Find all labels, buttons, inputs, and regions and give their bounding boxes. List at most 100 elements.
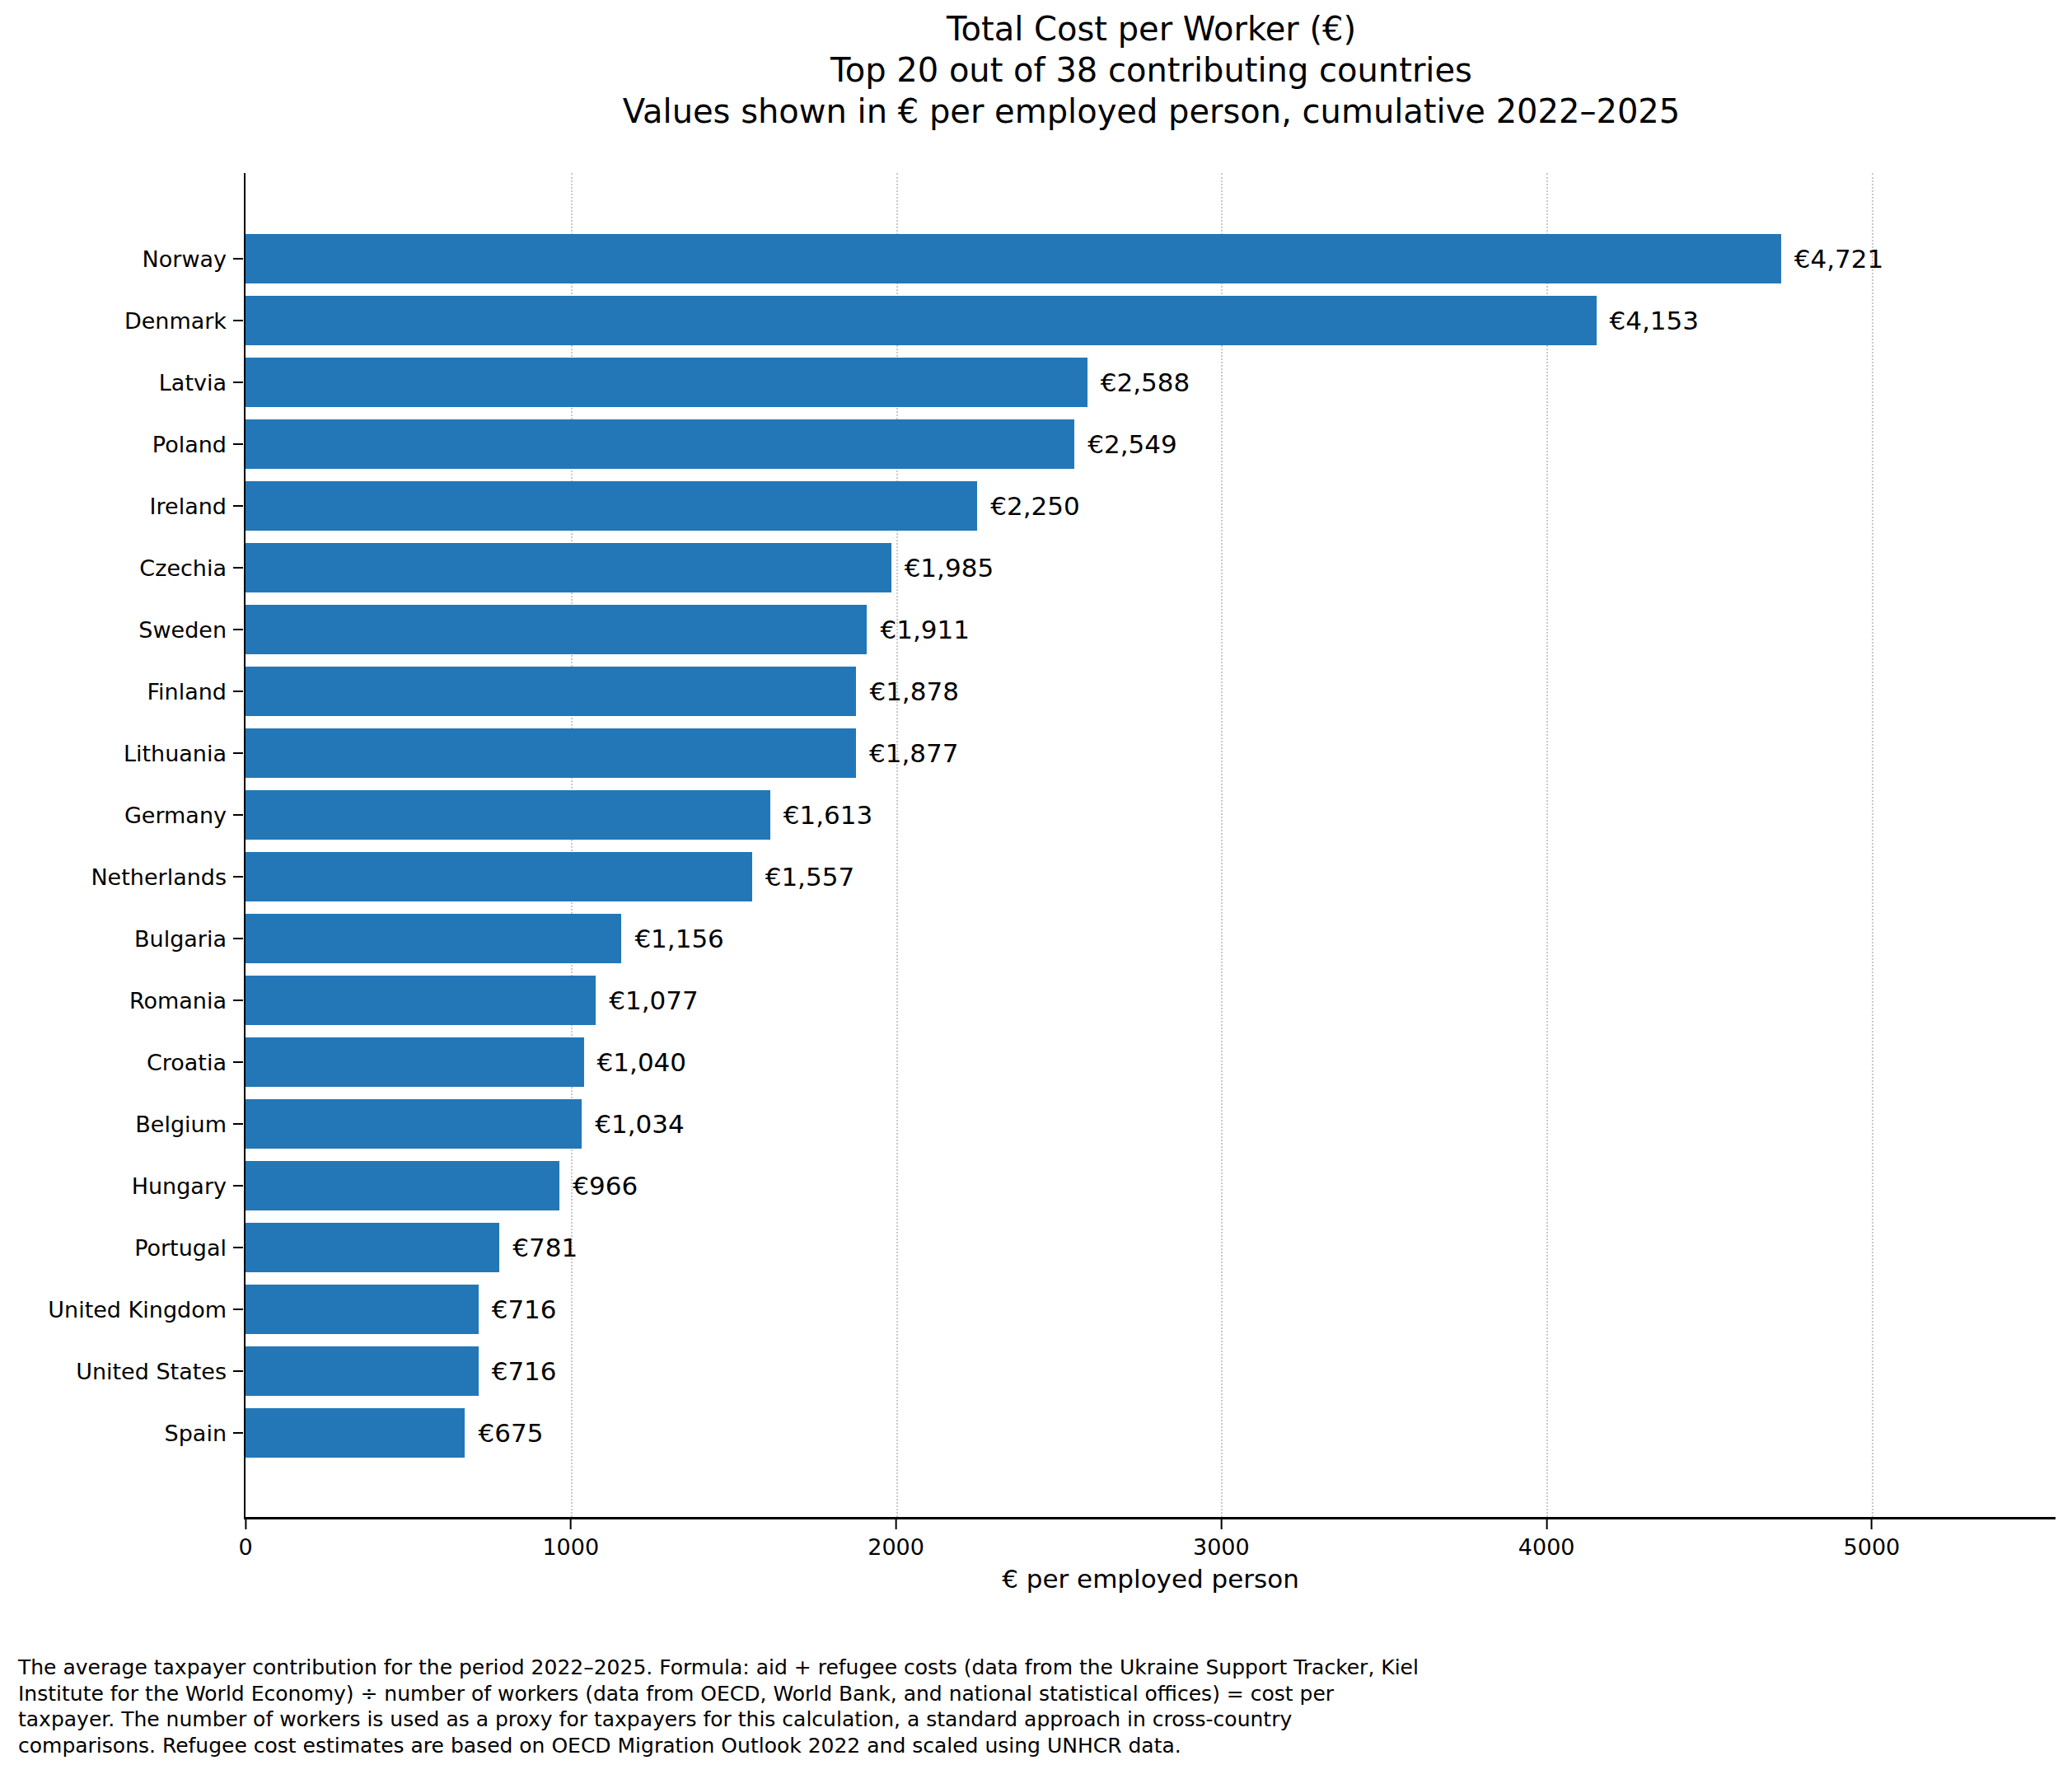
title-line-1: Total Cost per Worker (€) (239, 8, 2064, 49)
bar (246, 234, 1781, 283)
bar (246, 1346, 479, 1396)
bar-row: Sweden €1,911 (246, 598, 2056, 660)
x-tick-mark (896, 1519, 897, 1529)
bar-row: Poland €2,549 (246, 413, 2056, 475)
bar-rows: Norway €4,721 Denmark €4,153 Latvia €2,5… (246, 227, 2056, 1463)
value-label: €1,077 (609, 985, 698, 1015)
x-tick-mark (245, 1519, 246, 1529)
bar (246, 728, 856, 778)
footnote: The average taxpayer contribution for th… (18, 1655, 2047, 1758)
x-tick-label: 0 (238, 1534, 252, 1560)
footnote-line-1: The average taxpayer contribution for th… (18, 1655, 2047, 1681)
x-tick: 2000 (868, 1519, 924, 1560)
plot-area: Norway €4,721 Denmark €4,153 Latvia €2,5… (244, 173, 2056, 1519)
x-tick-label: 3000 (1193, 1534, 1250, 1560)
country-label: Norway (143, 246, 227, 271)
y-tick-mark (233, 629, 243, 630)
bar-row: Romania €1,077 (246, 969, 2056, 1031)
y-tick-mark (233, 1185, 243, 1187)
y-tick-mark (233, 382, 243, 383)
x-tick-label: 2000 (868, 1534, 924, 1560)
value-label: €716 (492, 1356, 557, 1386)
bar (246, 1037, 584, 1087)
value-label: €781 (512, 1233, 578, 1262)
bar-row: Spain €675 (246, 1402, 2056, 1463)
x-tick-mark (1546, 1519, 1547, 1529)
y-tick-mark (233, 814, 243, 816)
footnote-line-4: comparisons. Refugee cost estimates are … (18, 1733, 2047, 1759)
x-tick: 3000 (1193, 1519, 1250, 1560)
footnote-line-2: Institute for the World Economy) ÷ numbe… (18, 1681, 2047, 1707)
title-line-3: Values shown in € per employed person, c… (239, 91, 2064, 132)
value-label: €2,549 (1087, 429, 1176, 459)
x-tick-label: 1000 (542, 1534, 599, 1560)
bar (246, 296, 1597, 345)
y-tick-mark (233, 1309, 243, 1310)
value-label: €1,557 (765, 862, 854, 892)
country-label: Sweden (138, 616, 227, 642)
bar-row: Norway €4,721 (246, 227, 2056, 289)
bar-row: Netherlands €1,557 (246, 845, 2056, 907)
x-tick: 1000 (542, 1519, 599, 1560)
value-label: €1,156 (634, 924, 723, 953)
country-label: Romania (129, 987, 227, 1013)
y-tick-mark (233, 1000, 243, 1001)
y-tick-mark (233, 1247, 243, 1248)
bar-row: Belgium €1,034 (246, 1093, 2056, 1154)
x-tick: 5000 (1844, 1519, 1901, 1560)
value-label: €1,911 (880, 615, 969, 644)
bar (246, 1223, 499, 1272)
bar-row: United States €716 (246, 1340, 2056, 1402)
bar (246, 790, 770, 840)
y-tick-mark (233, 320, 243, 321)
y-tick-mark (233, 1370, 243, 1372)
y-tick-mark (233, 938, 243, 939)
x-tick-label: 5000 (1844, 1534, 1901, 1560)
y-tick-mark (233, 258, 243, 260)
bar-row: Germany €1,613 (246, 784, 2056, 845)
bar (246, 852, 752, 901)
value-label: €675 (478, 1418, 543, 1448)
y-tick-mark (233, 1432, 243, 1434)
title-line-2: Top 20 out of 38 contributing countries (239, 49, 2064, 91)
value-label: €1,985 (905, 553, 994, 583)
y-tick-mark (233, 443, 243, 445)
y-tick-mark (233, 752, 243, 754)
value-label: €966 (573, 1171, 638, 1201)
figure: Total Cost per Worker (€) Top 20 out of … (0, 0, 2072, 1779)
chart-title: Total Cost per Worker (€) Top 20 out of … (239, 8, 2064, 132)
country-label: United Kingdom (48, 1296, 227, 1322)
y-tick-mark (233, 567, 243, 569)
bar (246, 667, 856, 716)
x-tick: 4000 (1518, 1519, 1575, 1560)
country-label: Latvia (159, 369, 227, 395)
x-tick-label: 4000 (1518, 1534, 1575, 1560)
value-label: €1,878 (869, 676, 958, 706)
value-label: €1,034 (595, 1109, 684, 1139)
value-label: €1,040 (597, 1047, 686, 1077)
bar-row: Portugal €781 (246, 1216, 2056, 1278)
bar-row: United Kingdom €716 (246, 1278, 2056, 1340)
value-label: €1,613 (783, 800, 872, 830)
bar-row: Bulgaria €1,156 (246, 907, 2056, 969)
value-label: €2,250 (990, 491, 1079, 521)
x-axis-label: € per employed person (246, 1564, 2056, 1594)
country-label: Belgium (135, 1111, 227, 1136)
bar-row: Hungary €966 (246, 1154, 2056, 1216)
country-label: Portugal (134, 1234, 227, 1260)
country-label: Germany (124, 802, 227, 827)
x-tick: 0 (238, 1519, 252, 1560)
y-tick-mark (233, 1061, 243, 1063)
bar (246, 543, 891, 592)
value-label: €4,721 (1794, 244, 1883, 274)
country-label: Ireland (150, 493, 227, 518)
bar (246, 1161, 559, 1210)
bar-row: Croatia €1,040 (246, 1031, 2056, 1093)
value-label: €716 (492, 1294, 557, 1324)
bar (246, 481, 977, 531)
country-label: Croatia (147, 1049, 227, 1074)
value-label: €4,153 (1610, 306, 1699, 335)
y-tick-mark (233, 876, 243, 878)
value-label: €2,588 (1101, 368, 1190, 397)
country-label: United States (76, 1358, 227, 1383)
